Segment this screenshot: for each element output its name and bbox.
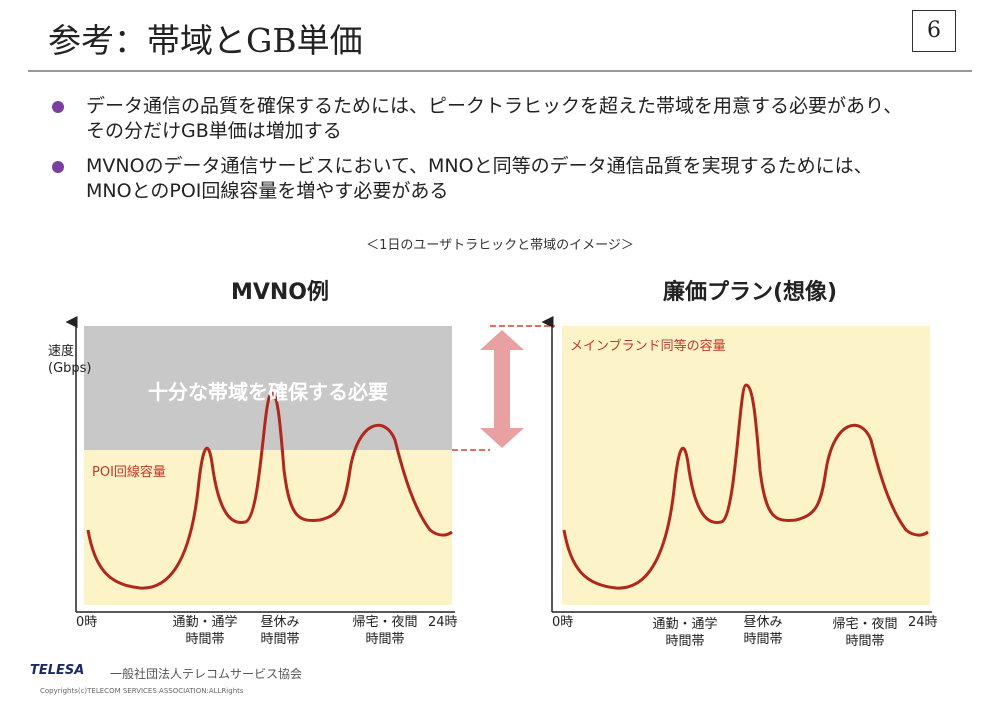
y-label-line-1: 速度	[48, 344, 75, 359]
x-label-commute: 通勤・通学 時間帯	[160, 614, 250, 648]
double-arrow-icon	[480, 330, 524, 448]
title-divider	[28, 70, 972, 72]
y-label-line-2: (Gbps)	[48, 361, 92, 376]
bullet-dot-icon	[52, 101, 64, 113]
bullet-1-line-2: その分だけGB単価は増加する	[86, 120, 342, 142]
l2: 時間帯	[743, 632, 783, 647]
l2: 時間帯	[665, 634, 705, 649]
diagram-caption: ＜1日のユーザトラヒックと帯域のイメージ＞	[366, 238, 634, 253]
x-label-evening: 帰宅・夜間 時間帯	[340, 614, 430, 648]
x-label-end-right: 24時	[908, 615, 938, 630]
l1: 帰宅・夜間	[352, 615, 418, 630]
required-band-area	[84, 326, 452, 450]
l1: 通勤・通学	[172, 615, 238, 630]
bullet-2-line-1: MVNOのデータ通信サービスにおいて、MNOと同等のデータ通信品質を実現するため…	[86, 155, 873, 177]
traffic-curve-left	[86, 391, 453, 590]
bullet-2-line-2: MNOとのPOI回線容量を増やす必要がある	[86, 180, 449, 202]
bullet-1: データ通信の品質を確保するためには、ピークトラヒックを超えた帯域を用意する必要が…	[52, 94, 902, 144]
l1: 通勤・通学	[652, 617, 718, 632]
poi-capacity-area	[84, 450, 452, 605]
bullet-1-line-1: データ通信の品質を確保するためには、ピークトラヒックを超えた帯域を用意する必要が…	[86, 95, 903, 117]
x-label-commute-right: 通勤・通学 時間帯	[640, 616, 730, 650]
l2: 時間帯	[365, 632, 405, 647]
telesa-logo: TELESA	[30, 663, 85, 678]
x-label-lunch: 昼休み 時間帯	[245, 614, 315, 648]
l2: 時間帯	[845, 634, 885, 649]
x-label-lunch-right: 昼休み 時間帯	[728, 614, 798, 648]
band-label: 十分な帯域を確保する必要	[148, 380, 388, 404]
copyright: Copyrights(c)TELECOM SERVICES ASSOCIATIO…	[40, 687, 244, 695]
page-title: 参考：帯域とGB単価	[48, 21, 363, 60]
x-label-evening-right: 帰宅・夜間 時間帯	[820, 616, 910, 650]
poi-capacity-label: POI回線容量	[92, 465, 166, 480]
y-axis-label: 速度 (Gbps)	[48, 343, 92, 377]
x-label-start: 0時	[76, 615, 98, 630]
l1: 昼休み	[743, 615, 783, 630]
right-chart-title: 廉価プラン(想像)	[662, 280, 838, 305]
bullet-dot-icon	[52, 161, 64, 173]
left-chart-title: MVNO例	[230, 280, 330, 305]
l1: 帰宅・夜間	[832, 617, 898, 632]
org-name: 一般社団法人テレコムサービス協会	[110, 667, 303, 681]
l2: 時間帯	[185, 632, 225, 647]
page-number: 6	[912, 10, 956, 52]
x-label-start-right: 0時	[552, 615, 574, 630]
x-label-end: 24時	[428, 615, 458, 630]
l1: 昼休み	[260, 615, 300, 630]
bullet-2: MVNOのデータ通信サービスにおいて、MNOと同等のデータ通信品質を実現するため…	[52, 154, 873, 204]
main-brand-capacity-area	[562, 326, 930, 605]
l2: 時間帯	[260, 632, 300, 647]
main-capacity-label: メインブランド同等の容量	[570, 339, 726, 354]
traffic-curve-right	[562, 383, 929, 590]
